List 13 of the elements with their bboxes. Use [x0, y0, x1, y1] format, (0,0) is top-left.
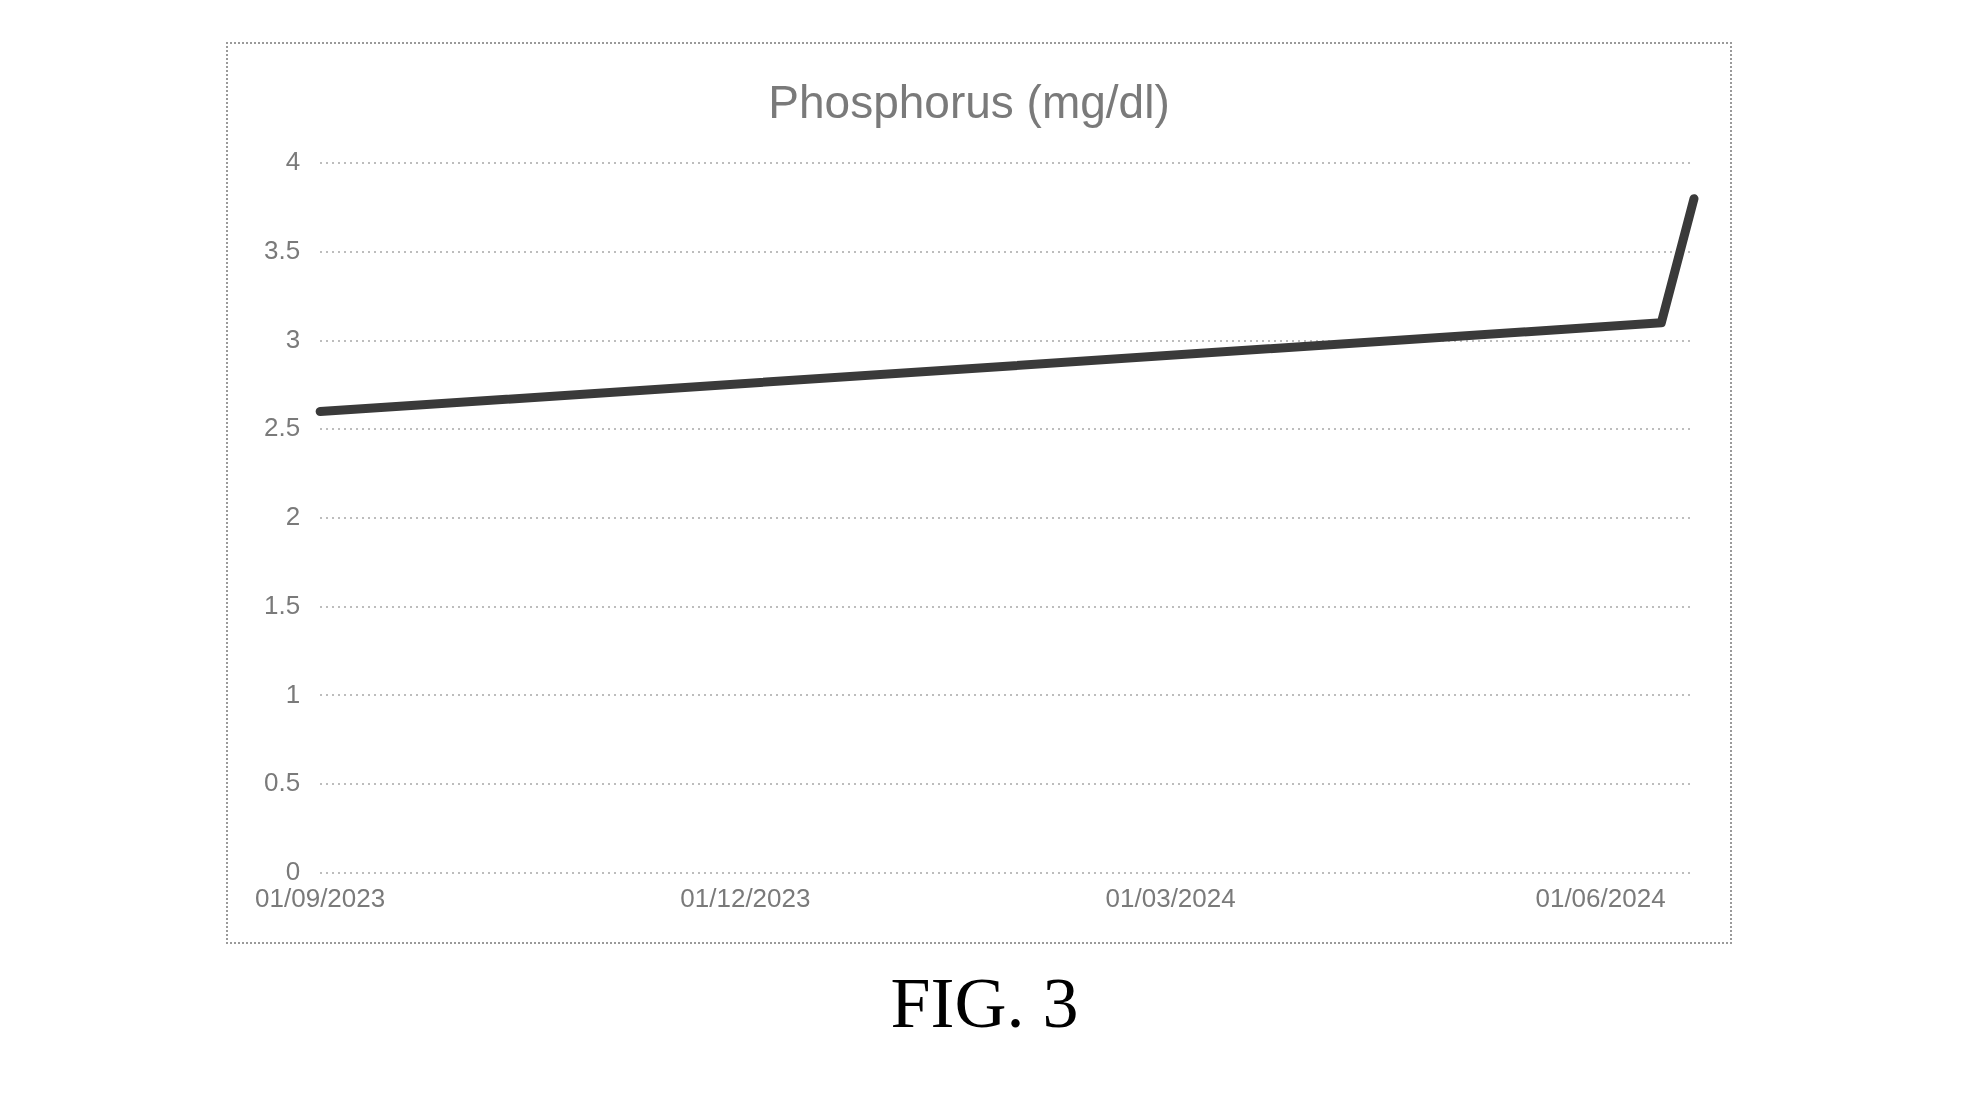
y-tick-label: 2 — [285, 501, 301, 532]
x-tick-label: 01/06/2024 — [1535, 882, 1666, 913]
x-tick-label: 01/03/2024 — [1105, 882, 1236, 913]
y-tick-label: 2.5 — [263, 412, 301, 443]
y-tick-label: 4 — [285, 146, 301, 177]
y-tick-label: 0.5 — [263, 767, 301, 798]
chart-title: Phosphorus (mg/dl) — [768, 76, 1170, 129]
y-tick-label: 3 — [285, 323, 301, 354]
y-tick-label: 1.5 — [263, 589, 301, 620]
y-tick-label: 3.5 — [263, 235, 301, 266]
caption: FIG. 3 — [889, 962, 1080, 1045]
x-tick-label: 01/12/2023 — [680, 882, 811, 913]
y-tick-label: 1 — [285, 678, 301, 709]
